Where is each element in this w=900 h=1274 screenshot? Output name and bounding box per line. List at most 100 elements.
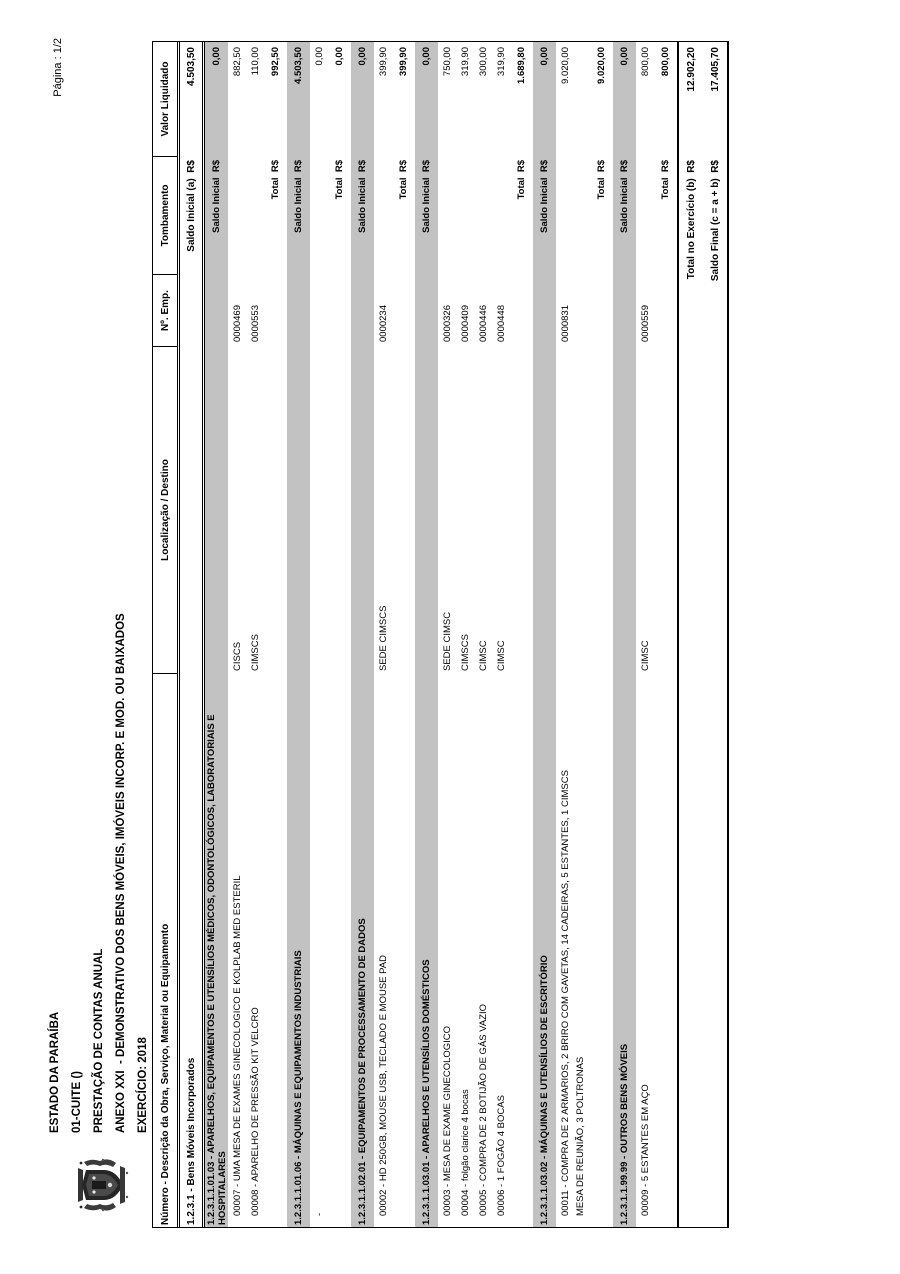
report-title: ANEXO XXI - DEMONSTRATIVO DOS BENS MÓVEI…: [115, 613, 127, 1133]
cell-tombamento: Saldo Inicial R$: [619, 160, 630, 233]
cell-tombamento: Total R$: [596, 160, 607, 200]
table-row: 1.2.3.1.1.01.03 - APARELHOS, EQUIPAMENTO…: [205, 42, 228, 1227]
table-row: Total no Exercício (b) R$ 12.902,20: [677, 42, 704, 1227]
cell-valor: 750,00: [441, 47, 453, 77]
cell-localizacao: CIMSC: [495, 640, 507, 671]
cell-descricao: 00008 - APARELHO DE PRESSÃO KIT VELCRO: [249, 1007, 261, 1216]
cell-num-emp: 0000831: [560, 305, 571, 342]
cell-tombamento: Total R$: [398, 160, 409, 200]
cell-valor: 17.405,70: [710, 47, 721, 92]
entity-code: 01-CUITE (): [71, 1071, 83, 1133]
table-body: 1.2.3.1 - Bens Móveis Incorporados Saldo …: [180, 42, 729, 1227]
cell-valor: 0,00: [357, 47, 368, 66]
cell-valor: 319,90: [459, 47, 471, 77]
cell-tombamento: Total R$: [516, 160, 527, 200]
cell-valor: 9.020,00: [596, 47, 607, 84]
cell-valor: 0,00: [211, 47, 222, 66]
cell-tombamento: Saldo Inicial R$: [421, 160, 432, 233]
table-row: Total R$ 992,50: [264, 42, 287, 1227]
cell-descricao: 00009 - 5 ESTANTES EM AÇO: [639, 1084, 651, 1216]
cell-tombamento: Saldo Inicial R$: [211, 160, 222, 233]
cell-num-emp: 0000448: [495, 305, 507, 342]
cell-descricao: 1.2.3.1.1.01.03 - APARELHOS, EQUIPAMENTO…: [205, 714, 228, 1225]
cell-valor: 0,00: [421, 47, 432, 66]
cell-descricao: 1.2.3.1.1.99.99 - OUTROS BENS MÓVEIS: [619, 1043, 630, 1225]
report-header: ESTADO DA PARAÍBA 01-CUITE () PRESTAÇÃO …: [44, 613, 154, 1133]
column-header-tombamento: Tombamento: [153, 156, 177, 274]
table-row: Total R$ 399,90: [392, 42, 415, 1227]
cell-num-emp: 0000326: [441, 305, 453, 342]
cell-valor: 300,00: [477, 47, 489, 77]
cell-descricao: 00006 - 1 FOGÃO 4 BOCAS: [495, 1095, 507, 1216]
column-header-num-emp: Nº. Emp.: [153, 274, 177, 346]
cell-num-emp: 0000553: [249, 305, 261, 342]
table-row: 1.2.3.1.1.99.99 - OUTROS BENS MÓVEIS Sald…: [613, 42, 636, 1227]
cell-valor: 882,50: [231, 47, 243, 77]
table-row: 00004 - folgão clarice 4 bocas CIMSCS 0000…: [456, 42, 474, 1227]
table-row: Total R$ 0,00: [328, 42, 351, 1227]
column-header-valor-liquidado: Valor Liquidado: [159, 61, 171, 137]
table-row: 00006 - 1 FOGÃO 4 BOCAS CIMSC 0000448 319,9…: [492, 42, 510, 1227]
cell-descricao: 1.2.3.1.1.03.01 - APARELHOS E UTENSÍLIOS…: [421, 959, 432, 1225]
table-row: 1.2.3.1.1.03.01 - APARELHOS E UTENSÍLIOS…: [415, 42, 438, 1227]
table-row: 00005 - COMPRA DE 2 BOTIJÃO DE GÁS VAZIO…: [474, 42, 492, 1227]
cell-valor: 0,00: [313, 47, 325, 66]
cell-localizacao: SEDE CIMSCS: [377, 605, 389, 671]
cell-valor: 4.503,50: [185, 47, 197, 86]
cell-tombamento: Saldo Inicial R$: [539, 160, 550, 233]
table-row: 00007 - UMA MESA DE EXAMES GINECOLOGICO …: [228, 42, 246, 1227]
cell-localizacao: CIMSC: [477, 640, 489, 671]
cell-num-emp: 0000234: [377, 305, 389, 342]
cell-tombamento: Saldo Inicial R$: [357, 160, 368, 233]
table-header-row: Número - Descrição da Obra, Serviço, Mat…: [152, 42, 180, 1227]
cell-localizacao: CISCS: [231, 641, 243, 671]
cell-valor: 0,00: [539, 47, 550, 66]
table-row: Saldo Final (c = a + b) R$ 17.405,70: [704, 42, 729, 1227]
cell-descricao: 1.2.3.1.1.02.01 - EQUIPAMENTOS DE PROCES…: [357, 918, 368, 1225]
cell-valor: 800,00: [639, 47, 651, 77]
cell-valor: 4.503,50: [293, 47, 304, 84]
exercise-year: EXERCÍCIO: 2018: [137, 1037, 149, 1133]
table-row: 00002 - HD 250GB, MOUSE USB, TECLADO E M…: [374, 42, 392, 1227]
page-number: Página : 1/2: [52, 38, 64, 97]
cell-tombamento: Saldo Inicial (a) R$: [185, 160, 197, 252]
cell-num-emp: 0000409: [459, 305, 471, 342]
cell-num-emp: 0000446: [477, 305, 489, 342]
table-row: 1.2.3.1.1.02.01 - EQUIPAMENTOS DE PROCES…: [351, 42, 374, 1227]
table-row: Total R$ 9.020,00: [590, 42, 613, 1227]
cell-descricao: 00003 - MESA DE EXAME GINECOLOGICO: [441, 1025, 453, 1216]
table-row: 00003 - MESA DE EXAME GINECOLOGICO SEDE C…: [438, 42, 456, 1227]
cell-descricao: 00002 - HD 250GB, MOUSE USB, TECLADO E M…: [377, 955, 389, 1216]
cell-num-emp: 0000469: [231, 305, 243, 342]
cell-descricao: 1.2.3.1 - Bens Móveis Incorporados: [185, 1057, 197, 1225]
cell-valor: 110,00: [249, 47, 261, 76]
table-row: - 0,00: [310, 42, 328, 1227]
cell-descricao: 00004 - folgão clarice 4 bocas: [459, 1089, 471, 1216]
cell-descricao: 1.2.3.1.1.03.02 - MÁQUINAS E UTENSÍLIOS …: [539, 955, 550, 1225]
entity-name: ESTADO DA PARAÍBA: [49, 1011, 61, 1133]
cell-valor: 992,50: [270, 47, 281, 77]
cell-tombamento: Total R$: [334, 160, 345, 200]
table-row: Total R$ 1.689,80: [510, 42, 533, 1227]
cell-num-emp: 0000559: [639, 305, 651, 342]
table-row: 00009 - 5 ESTANTES EM AÇO CIMSC 0000559 800…: [636, 42, 654, 1227]
cell-valor: 1.689,80: [516, 47, 527, 84]
cell-valor: 399,90: [377, 47, 389, 77]
cell-valor: 0,00: [619, 47, 630, 66]
coat-of-arms-icon: [70, 1154, 130, 1216]
cell-descricao: 00005 - COMPRA DE 2 BOTIJÃO DE GÁS VAZIO: [477, 1003, 489, 1216]
cell-valor: 800,00: [660, 47, 671, 77]
table-row: 1.2.3.1 - Bens Móveis Incorporados Saldo …: [180, 42, 205, 1227]
cell-valor: 9.020,00: [560, 47, 571, 84]
cell-descricao: 00011 - COMPRA DE 2 ARMARIOS, 2 BRIRO CO…: [560, 770, 586, 1216]
cell-tombamento: Total R$: [660, 160, 671, 200]
table-row: Total R$ 800,00: [654, 42, 677, 1227]
cell-tombamento: Saldo Inicial R$: [293, 160, 304, 233]
column-header-localizacao: Localização / Destino: [153, 346, 177, 673]
table-row: 1.2.3.1.1.03.02 - MÁQUINAS E UTENSÍLIOS …: [533, 42, 556, 1227]
cell-tombamento: Saldo Final (c = a + b) R$: [710, 160, 721, 282]
cell-localizacao: CIMSCS: [459, 634, 471, 671]
table-row: 00008 - APARELHO DE PRESSÃO KIT VELCRO CI…: [246, 42, 264, 1227]
